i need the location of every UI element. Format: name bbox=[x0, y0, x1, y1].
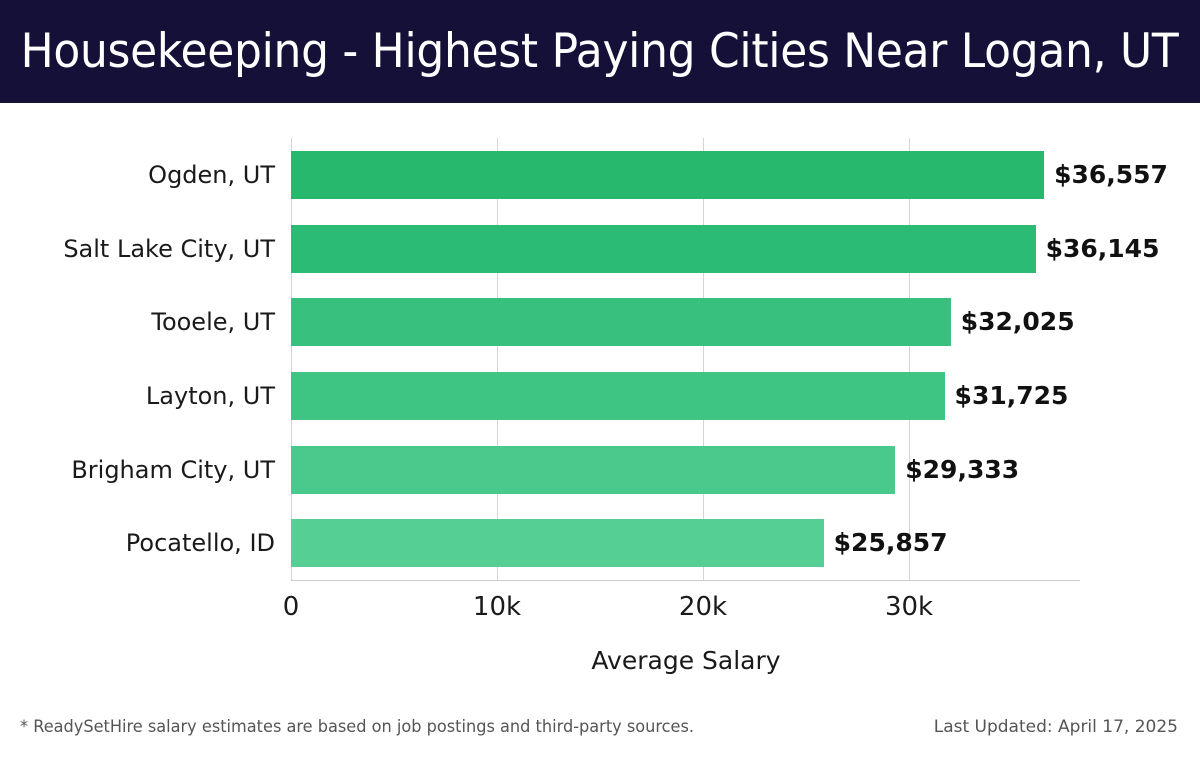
bar-value-label: $29,333 bbox=[905, 454, 1020, 484]
category-label: Ogden, UT bbox=[148, 160, 275, 189]
category-label: Layton, UT bbox=[145, 381, 275, 410]
x-axis-title-text: Average Salary bbox=[591, 646, 781, 675]
bar[interactable] bbox=[291, 150, 1045, 199]
bar[interactable] bbox=[291, 445, 896, 494]
bar-row: Brigham City, UT $29,333 bbox=[0, 445, 1200, 494]
plot-gridlines bbox=[291, 138, 1080, 580]
bar-value-label: $31,725 bbox=[954, 380, 1069, 410]
bar-value-label: $36,557 bbox=[1054, 159, 1168, 189]
bar[interactable] bbox=[291, 371, 945, 420]
x-axis-title: Average Salary bbox=[0, 646, 1200, 675]
bar[interactable] bbox=[291, 224, 1036, 273]
x-axis-line bbox=[291, 580, 1080, 581]
x-tick-label: 30k bbox=[884, 592, 934, 622]
bar-value-label: $36,145 bbox=[1045, 233, 1160, 263]
x-tick-label: 20k bbox=[678, 592, 728, 622]
gridline-20k bbox=[703, 138, 704, 580]
bar-row: Tooele, UT $32,025 bbox=[0, 298, 1200, 347]
bar-row: Ogden, UT $36,557 bbox=[0, 150, 1200, 199]
page-title: Housekeeping - Highest Paying Cities Nea… bbox=[20, 24, 1179, 79]
x-tick-label: 0 bbox=[282, 592, 300, 622]
bar-row: Layton, UT $31,725 bbox=[0, 371, 1200, 420]
footer-last-updated: Last Updated: April 17, 2025 bbox=[933, 717, 1178, 737]
gridline-30k bbox=[909, 138, 911, 580]
bar-value-label: $32,025 bbox=[960, 307, 1075, 337]
footer-disclaimer: * ReadySetHire salary estimates are base… bbox=[20, 717, 695, 737]
gridline-10k bbox=[497, 138, 498, 580]
category-label: Tooele, UT bbox=[151, 308, 275, 337]
gridline-0 bbox=[291, 138, 292, 580]
x-tick-label: 10k bbox=[472, 592, 522, 622]
chart-header-bar: Housekeeping - Highest Paying Cities Nea… bbox=[0, 0, 1200, 103]
bar[interactable] bbox=[291, 519, 824, 568]
bar-row: Pocatello, ID $25,857 bbox=[0, 519, 1200, 568]
bar-row: Salt Lake City, UT $36,145 bbox=[0, 224, 1200, 273]
category-label: Pocatello, ID bbox=[125, 529, 275, 558]
chart-plot-area: Ogden, UT $36,557 Salt Lake City, UT $36,14… bbox=[0, 103, 1200, 700]
bar-value-label: $25,857 bbox=[833, 528, 948, 558]
category-label: Brigham City, UT bbox=[71, 455, 275, 484]
footer: * ReadySetHire salary estimates are base… bbox=[0, 700, 1200, 758]
category-label: Salt Lake City, UT bbox=[63, 234, 275, 263]
bar[interactable] bbox=[291, 298, 951, 347]
